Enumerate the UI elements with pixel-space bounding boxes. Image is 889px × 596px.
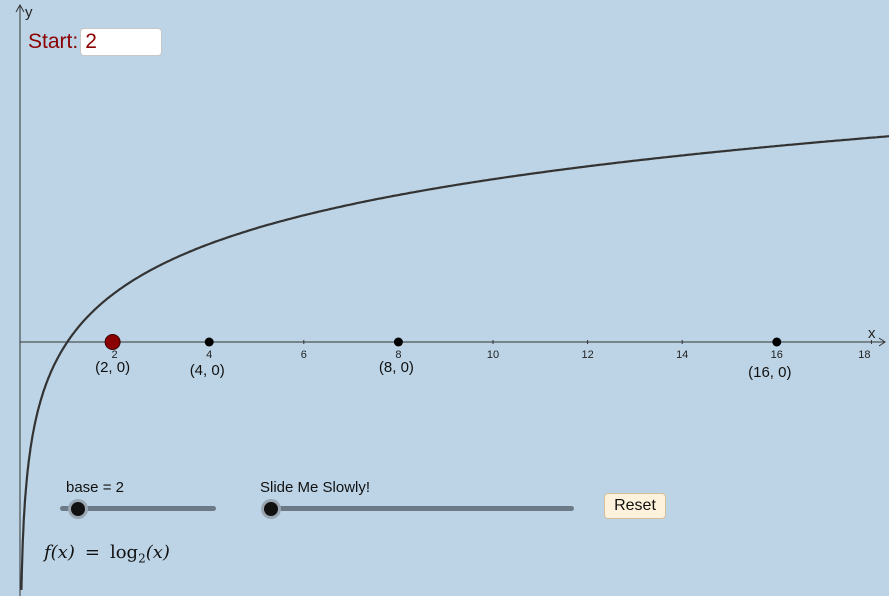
start-control: Start: <box>28 28 163 56</box>
slide-slider-track[interactable] <box>262 506 574 511</box>
y-axis-label: y <box>25 4 33 21</box>
point-label: (2, 0) <box>95 359 130 376</box>
formula-lhs: f(x) <box>44 542 75 563</box>
reset-button[interactable]: Reset <box>604 493 666 519</box>
point-label: (16, 0) <box>748 364 791 381</box>
power-point <box>393 337 403 347</box>
x-tick-label: 6 <box>301 349 307 361</box>
formula-base: 2 <box>138 551 146 566</box>
start-point[interactable] <box>104 334 121 350</box>
x-axis-arrow <box>878 337 886 347</box>
x-axis-label: x <box>868 325 876 342</box>
point-label: (4, 0) <box>190 362 225 379</box>
formula-equals: = <box>84 542 100 563</box>
base-slider-handle[interactable] <box>71 502 85 516</box>
base-slider-track[interactable] <box>60 506 216 511</box>
base-slider-label: base = 2 <box>66 479 124 496</box>
formula-fn: log <box>109 542 139 563</box>
x-tick-label: 4 <box>206 349 212 361</box>
slide-slider-handle[interactable] <box>264 502 278 516</box>
slide-slider-label: Slide Me Slowly! <box>260 479 371 496</box>
start-input[interactable] <box>80 28 163 56</box>
point-label: (8, 0) <box>379 359 414 376</box>
formula-arg: (x) <box>145 542 170 563</box>
function-formula: f(x) = log2(x) <box>44 542 170 566</box>
x-tick-label: 12 <box>581 349 593 361</box>
x-tick-label: 10 <box>487 349 499 361</box>
x-tick-label: 8 <box>395 349 401 361</box>
start-label: Start: <box>28 30 79 53</box>
x-tick-label: 18 <box>858 349 870 361</box>
y-axis-arrow <box>15 3 25 13</box>
log-curve <box>20 135 889 590</box>
power-point <box>772 337 782 347</box>
x-tick-label: 16 <box>771 349 783 361</box>
x-tick-label: 14 <box>676 349 688 361</box>
power-point <box>204 337 214 347</box>
x-tick-label: 2 <box>112 349 118 361</box>
